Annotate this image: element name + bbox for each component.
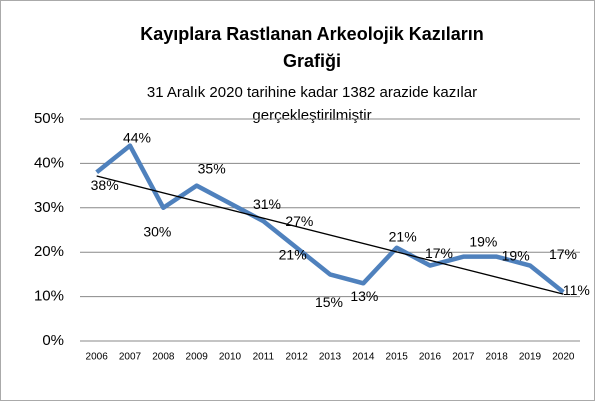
data-label: 13% [350, 288, 378, 304]
x-tick-label: 2014 [352, 352, 375, 363]
data-label: 44% [123, 129, 151, 145]
x-tick-label: 2007 [119, 352, 142, 363]
x-tick-label: 2012 [286, 352, 309, 363]
x-tick-label: 2018 [486, 352, 509, 363]
x-tick-label: 2009 [186, 352, 209, 363]
x-tick-label: 2010 [219, 352, 242, 363]
chart-title: Grafiği [283, 51, 341, 71]
x-tick-label: 2016 [419, 352, 442, 363]
data-label: 38% [91, 177, 119, 193]
x-tick-label: 2017 [452, 352, 475, 363]
data-label: 31% [253, 196, 281, 212]
y-tick-label: 30% [34, 199, 64, 216]
trendline [96, 175, 564, 295]
data-label: 35% [198, 160, 226, 176]
data-label: 15% [315, 294, 343, 310]
chart-subtitle: 31 Aralık 2020 tarihine kadar 1382 arazi… [147, 84, 477, 101]
x-tick-label: 2015 [386, 352, 409, 363]
y-tick-label: 10% [34, 288, 64, 305]
data-label: 30% [143, 224, 171, 240]
data-label: 21% [279, 246, 307, 262]
x-tick-label: 2011 [253, 352, 275, 363]
chart-subtitle: gerçekleştirilmiştir [252, 107, 371, 124]
data-line [95, 143, 565, 294]
x-tick-label: 2013 [319, 352, 342, 363]
y-tick-label: 20% [34, 243, 64, 260]
data-label: 11% [563, 282, 590, 298]
y-tick-label: 0% [42, 332, 64, 349]
data-label: 19% [469, 233, 497, 249]
y-tick-label: 40% [34, 154, 64, 171]
data-label: 19% [502, 247, 530, 263]
x-tick-label: 2006 [86, 352, 109, 363]
data-label: 17% [425, 245, 453, 261]
data-label: 21% [389, 228, 417, 244]
x-tick-label: 2008 [152, 352, 175, 363]
data-label: 27% [285, 213, 313, 229]
x-tick-label: 2020 [552, 352, 575, 363]
y-tick-label: 50% [34, 110, 64, 127]
chart-title: Kayıplara Rastlanan Arkeolojik Kazıların [140, 24, 483, 44]
x-tick-label: 2019 [519, 352, 542, 363]
data-label: 17% [549, 246, 577, 262]
